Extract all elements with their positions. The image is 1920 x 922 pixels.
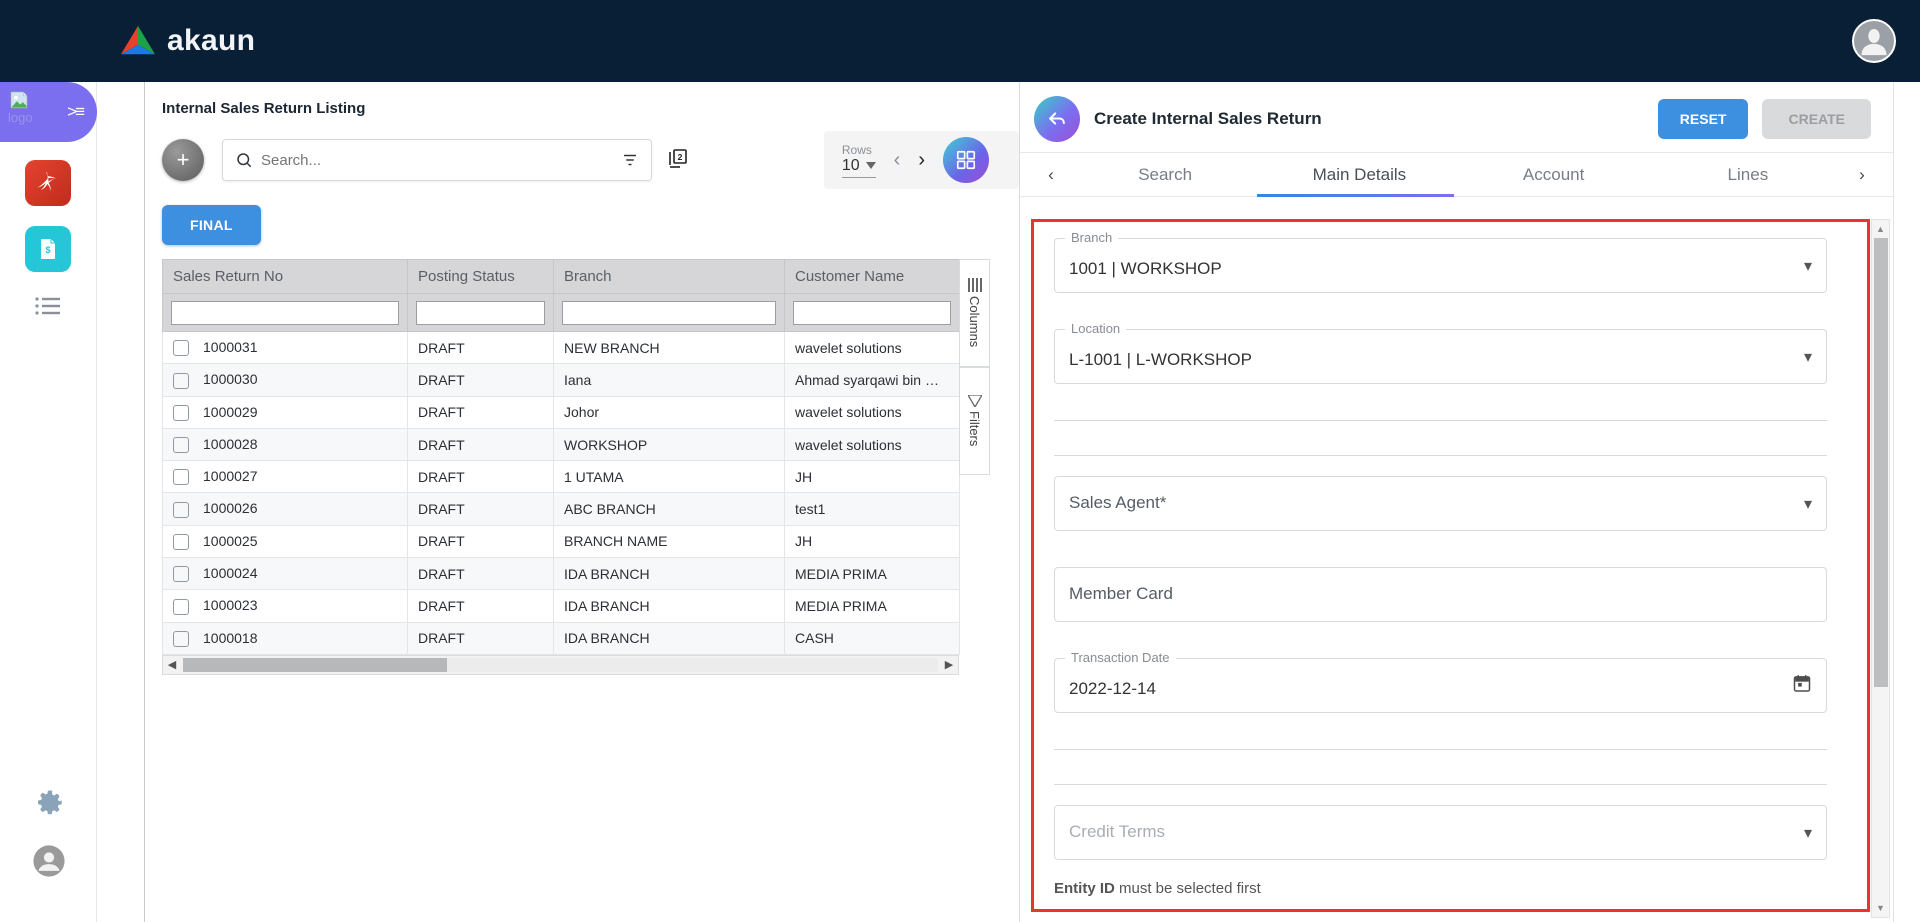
- svg-text:2: 2: [678, 152, 683, 162]
- svg-text:$: $: [45, 245, 50, 255]
